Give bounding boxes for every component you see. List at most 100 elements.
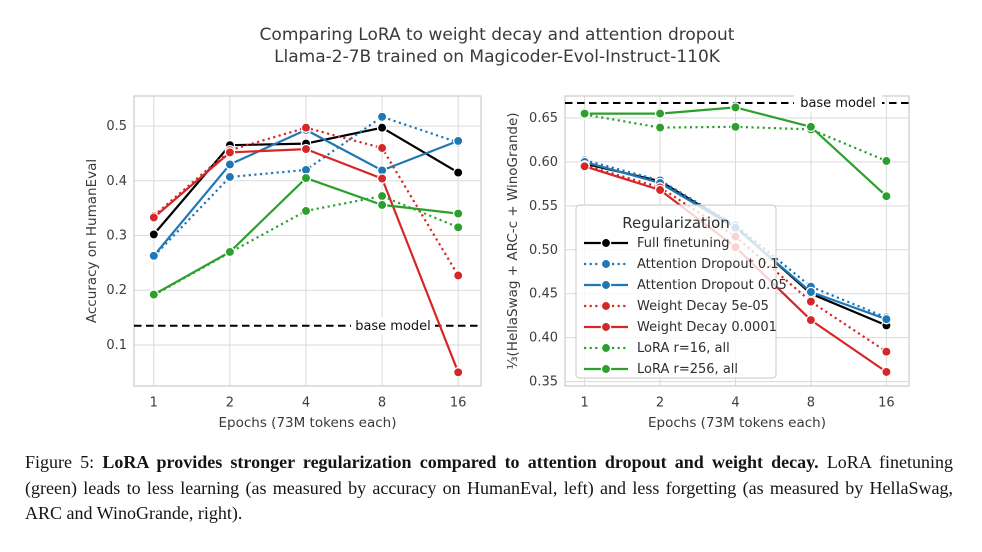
base-model-label: base model (355, 319, 431, 334)
caption-figure-number: Figure 5: (25, 452, 103, 472)
data-point (224, 147, 236, 158)
legend-sample-marker (600, 258, 612, 270)
legend-item-label: Attention Dropout 0.05 (637, 278, 787, 293)
legend-item-label: LoRA r=16, all (637, 341, 730, 356)
legend-item-label: Full finetuning (637, 236, 729, 251)
legend-item-label: Weight Decay 0.0001 (637, 320, 777, 335)
x-tick-label: 16 (878, 396, 895, 411)
legend-item-lora-r-16-all: LoRA r=16, all (584, 341, 730, 356)
data-point (376, 122, 388, 133)
legend-item-weight-decay-5e-05: Weight Decay 5e-05 (584, 299, 769, 314)
legend-item-lora-r-256-all: LoRA r=256, all (584, 362, 738, 377)
legend-item-label: Weight Decay 5e-05 (637, 299, 769, 314)
legend-sample-marker (600, 300, 612, 312)
right-x-axis-label: Epochs (73M tokens each) (648, 415, 826, 431)
data-point (300, 172, 312, 184)
data-point (805, 296, 817, 307)
left-x-tick-labels: 1 2 4 8 16 (150, 396, 467, 411)
left-x-axis-label: Epochs (73M tokens each) (219, 415, 397, 431)
series-lora-r-256-all (148, 172, 464, 300)
legend-sample-marker (600, 321, 612, 333)
y-tick-label: 0.65 (529, 111, 558, 126)
base-model-label: base model (800, 96, 876, 111)
legend-sample-marker (600, 342, 612, 354)
right-chart: base model Regularization Full finetuning A… (505, 94, 910, 431)
data-point (452, 222, 464, 233)
data-point (376, 173, 388, 184)
x-tick-label: 8 (807, 396, 815, 411)
legend-item-label: LoRA r=256, all (637, 362, 738, 377)
left-y-tick-labels: 0.1 0.2 0.3 0.4 0.5 (106, 119, 127, 353)
data-point (224, 171, 236, 183)
left-chart: base model 1 2 4 8 16 0.1 0.2 0.3 0.4 0.5 Epochs (7… (84, 95, 482, 431)
series-line-attention-dropout-0-1 (584, 159, 887, 319)
figure-title-line1: Comparing LoRA to weight decay and atten… (260, 25, 735, 45)
right-x-tick-labels: 1 2 4 8 16 (580, 396, 894, 411)
legend-sample-marker (600, 237, 612, 249)
data-point (654, 108, 666, 119)
figure-charts: Comparing LoRA to weight decay and atten… (84, 25, 910, 431)
y-tick-label: 0.60 (529, 155, 558, 170)
data-point (881, 190, 892, 202)
data-point (376, 190, 388, 202)
data-point (881, 366, 892, 378)
x-tick-label: 1 (150, 396, 158, 411)
x-tick-label: 4 (302, 396, 310, 411)
right-y-axis-label: ⅓(HellaSwag + ARC-c + WinoGrande) (505, 112, 521, 369)
base-model-label-bg (794, 94, 882, 112)
legend-sample-marker (600, 279, 612, 291)
x-tick-label: 16 (450, 396, 467, 411)
data-point (452, 167, 464, 178)
y-tick-label: 0.40 (529, 331, 558, 346)
data-point (730, 121, 741, 133)
data-point (452, 208, 464, 219)
right-plot-border (564, 95, 910, 387)
y-tick-label: 0.3 (106, 229, 127, 244)
data-point (148, 229, 160, 240)
data-point (376, 111, 388, 123)
data-point (148, 212, 160, 223)
data-point (579, 161, 590, 172)
y-tick-label: 0.2 (106, 283, 127, 298)
data-point (148, 250, 160, 262)
caption-body-text: LoRA finetuning (green) leads to less le… (25, 452, 953, 523)
legend-item-attention-dropout-0-05: Attention Dropout 0.05 (584, 278, 787, 293)
y-tick-label: 0.55 (529, 199, 558, 214)
y-tick-label: 0.4 (106, 174, 127, 189)
x-tick-label: 2 (226, 396, 234, 411)
data-point (452, 367, 464, 378)
data-point (654, 122, 666, 133)
legend-title: Regularization (622, 214, 730, 232)
data-point (300, 122, 312, 133)
data-point (376, 199, 388, 211)
y-tick-label: 0.45 (529, 287, 558, 302)
data-point (452, 135, 464, 147)
series-weight-decay-0-0001 (148, 143, 464, 378)
x-tick-label: 1 (580, 396, 588, 411)
x-tick-label: 8 (378, 396, 386, 411)
legend-box (575, 204, 777, 379)
data-point (730, 102, 741, 113)
figure-title-line2: Llama-2-7B trained on Magicoder-Evol-Ins… (274, 47, 721, 67)
data-point (148, 289, 160, 300)
data-point (805, 121, 817, 133)
data-point (300, 143, 312, 155)
right-y-tick-labels: 0.35 0.40 0.45 0.50 0.55 0.60 0.65 (529, 111, 558, 390)
left-y-axis-label: Accuracy on HumanEval (84, 159, 100, 323)
figure-title: Comparing LoRA to weight decay and atten… (260, 25, 735, 67)
data-point (881, 155, 892, 167)
data-point (579, 108, 590, 119)
y-tick-label: 0.1 (106, 338, 127, 353)
y-tick-label: 0.50 (529, 243, 558, 258)
legend-item-weight-decay-0-0001: Weight Decay 0.0001 (584, 320, 777, 335)
base-model-label-bg (351, 317, 435, 335)
legend-item-label: Attention Dropout 0.1 (637, 257, 779, 272)
data-point (300, 205, 312, 217)
data-point (376, 142, 388, 154)
data-point (224, 246, 236, 258)
series-lora-r-256-all (579, 102, 892, 202)
legend-item-attention-dropout-0-1: Attention Dropout 0.1 (584, 257, 779, 272)
x-tick-label: 4 (731, 396, 739, 411)
data-point (805, 286, 817, 298)
x-tick-label: 2 (656, 396, 664, 411)
